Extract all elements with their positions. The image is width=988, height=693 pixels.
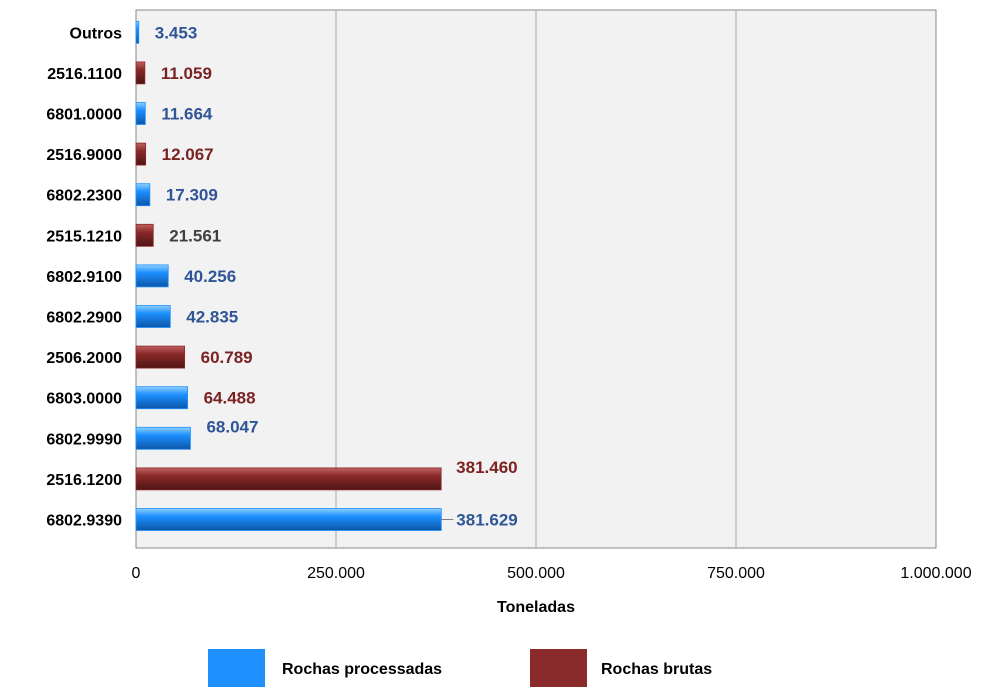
- category-label: 6802.2900: [46, 310, 122, 327]
- data-label: 12.067: [162, 145, 214, 164]
- x-tick-label: 0: [132, 565, 141, 582]
- category-labels: Outros 2516.1100 6801.0000 2516.9000 6802.23…: [46, 25, 122, 529]
- data-label: 68.047: [206, 417, 258, 436]
- bar-processadas: [135, 386, 188, 410]
- category-label: 6802.9990: [46, 431, 122, 448]
- grid-lines: [335, 10, 737, 548]
- data-labels: 3.453 11.059 11.664 12.067 17.309 21.561 40.25…: [155, 23, 518, 529]
- bar-brutas: [135, 345, 186, 369]
- bars: [135, 20, 454, 531]
- category-label: 2515.1210: [46, 228, 122, 245]
- category-label: 6802.9390: [46, 513, 122, 530]
- legend-label-processadas: Rochas processadas: [282, 661, 442, 678]
- data-label: 11.664: [161, 105, 213, 124]
- category-label: 6802.9100: [46, 269, 122, 286]
- data-label: 40.256: [184, 267, 236, 286]
- data-label: 60.789: [201, 348, 253, 367]
- bar-processadas: [135, 264, 169, 288]
- legend: Rochas processadas Rochas brutas: [208, 649, 712, 687]
- category-label: 6801.0000: [46, 107, 122, 124]
- data-label: 381.460: [456, 458, 517, 477]
- bar-processadas: [135, 305, 171, 328]
- bar-brutas: [135, 467, 442, 491]
- bar-processadas: [135, 426, 191, 450]
- bar-brutas: [135, 61, 146, 85]
- x-tick-label: 1.000.000: [900, 565, 971, 582]
- data-label: 3.453: [155, 23, 198, 42]
- x-axis-title: Toneladas: [497, 599, 575, 616]
- x-tick-label: 250.000: [307, 565, 365, 582]
- bar-brutas: [135, 142, 147, 166]
- x-tick-label: 750.000: [707, 565, 765, 582]
- legend-label-brutas: Rochas brutas: [601, 661, 712, 678]
- category-label: 2506.2000: [46, 350, 122, 367]
- category-label: 6803.0000: [46, 391, 122, 408]
- category-label: 2516.1100: [47, 66, 122, 83]
- legend-swatch-brutas: [530, 649, 587, 687]
- bar-processadas: [135, 508, 442, 531]
- data-label: 11.059: [161, 64, 212, 83]
- bar-processadas: [135, 20, 140, 44]
- category-label: 2516.1200: [46, 472, 122, 489]
- bar-processadas: [135, 102, 146, 125]
- category-label: 6802.2300: [46, 188, 122, 205]
- category-label: Outros: [70, 25, 123, 42]
- x-tick-labels: 0 250.000 500.000 750.000 1.000.000: [132, 565, 972, 582]
- x-tick-label: 500.000: [507, 565, 565, 582]
- legend-swatch-processadas: [208, 649, 265, 687]
- data-label: 381.629: [456, 511, 517, 530]
- data-label: 42.835: [186, 308, 238, 327]
- data-label: 17.309: [166, 186, 218, 205]
- data-label: 64.488: [204, 389, 256, 408]
- data-label: 21.561: [169, 226, 221, 245]
- bar-brutas: [135, 223, 154, 247]
- category-label: 2516.9000: [46, 147, 122, 164]
- bar-processadas: [135, 183, 151, 207]
